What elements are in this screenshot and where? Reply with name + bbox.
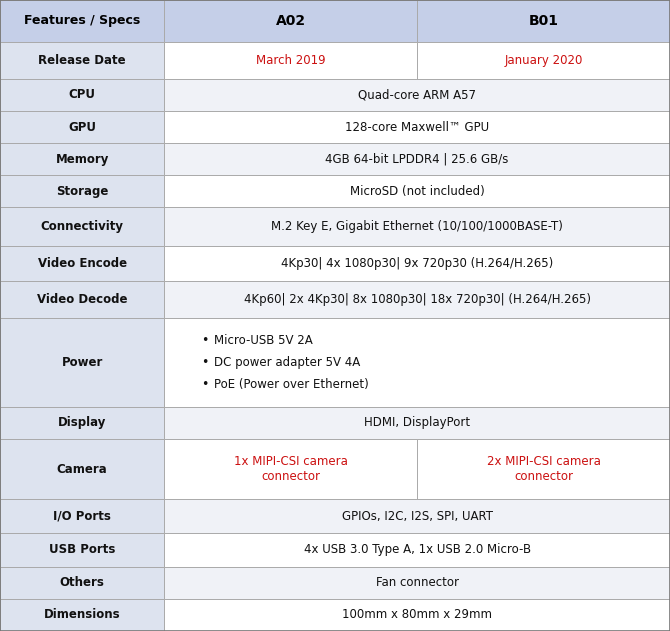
Bar <box>0 143 164 175</box>
Text: GPU: GPU <box>68 121 96 134</box>
Bar <box>164 42 417 79</box>
Text: Quad-core ARM A57: Quad-core ARM A57 <box>358 88 476 102</box>
Text: 1x MIPI-CSI camera
connector: 1x MIPI-CSI camera connector <box>234 455 348 483</box>
Text: 4GB 64-bit LPDDR4 | 25.6 GB/s: 4GB 64-bit LPDDR4 | 25.6 GB/s <box>326 153 509 166</box>
Text: January 2020: January 2020 <box>505 54 583 67</box>
Text: Storage: Storage <box>56 185 109 198</box>
Bar <box>0 0 164 42</box>
Text: M.2 Key E, Gigabit Ethernet (10/100/1000BASE-T): M.2 Key E, Gigabit Ethernet (10/100/1000… <box>271 220 563 233</box>
Bar <box>0 42 164 79</box>
Text: DC power adapter 5V 4A: DC power adapter 5V 4A <box>214 356 360 369</box>
Text: 4Kp30| 4x 1080p30| 9x 720p30 (H.264/H.265): 4Kp30| 4x 1080p30| 9x 720p30 (H.264/H.26… <box>281 257 553 270</box>
Bar <box>0 407 164 439</box>
Text: Micro-USB 5V 2A: Micro-USB 5V 2A <box>214 334 313 347</box>
Bar <box>164 318 670 407</box>
Bar <box>0 281 164 318</box>
Bar <box>417 439 670 499</box>
Text: •: • <box>200 356 208 369</box>
Text: 128-core Maxwell™ GPU: 128-core Maxwell™ GPU <box>345 121 489 134</box>
Text: March 2019: March 2019 <box>256 54 326 67</box>
Bar <box>164 533 670 567</box>
Bar <box>0 567 164 599</box>
Text: Video Encode: Video Encode <box>38 257 127 270</box>
Text: •: • <box>200 378 208 391</box>
Bar <box>164 439 417 499</box>
Text: Video Decode: Video Decode <box>37 293 127 306</box>
Bar <box>0 439 164 499</box>
Bar <box>0 246 164 281</box>
Text: Display: Display <box>58 416 107 429</box>
Bar <box>0 318 164 407</box>
Text: A02: A02 <box>275 14 306 28</box>
Bar <box>164 281 670 318</box>
Bar <box>0 599 164 631</box>
Text: Fan connector: Fan connector <box>376 576 458 589</box>
Bar <box>164 0 417 42</box>
Text: Dimensions: Dimensions <box>44 608 121 622</box>
Bar <box>417 0 670 42</box>
Text: USB Ports: USB Ports <box>49 543 115 557</box>
Text: Memory: Memory <box>56 153 109 166</box>
Text: I/O Ports: I/O Ports <box>53 510 111 522</box>
Text: 4Kp60| 2x 4Kp30| 8x 1080p30| 18x 720p30| (H.264/H.265): 4Kp60| 2x 4Kp30| 8x 1080p30| 18x 720p30|… <box>244 293 590 306</box>
Bar <box>164 407 670 439</box>
Text: HDMI, DisplayPort: HDMI, DisplayPort <box>364 416 470 429</box>
Bar <box>164 246 670 281</box>
Bar <box>164 567 670 599</box>
Bar <box>164 208 670 246</box>
Bar <box>0 175 164 208</box>
Text: 4x USB 3.0 Type A, 1x USB 2.0 Micro-B: 4x USB 3.0 Type A, 1x USB 2.0 Micro-B <box>304 543 531 557</box>
Bar <box>164 143 670 175</box>
Bar <box>417 42 670 79</box>
Text: Features / Specs: Features / Specs <box>24 15 140 27</box>
Text: 100mm x 80mm x 29mm: 100mm x 80mm x 29mm <box>342 608 492 622</box>
Text: Camera: Camera <box>57 463 107 476</box>
Text: MicroSD (not included): MicroSD (not included) <box>350 185 484 198</box>
Bar <box>164 79 670 111</box>
Bar <box>0 499 164 533</box>
Text: PoE (Power over Ethernet): PoE (Power over Ethernet) <box>214 378 369 391</box>
Text: Release Date: Release Date <box>38 54 126 67</box>
Bar <box>164 175 670 208</box>
Text: Connectivity: Connectivity <box>41 220 123 233</box>
Text: B01: B01 <box>529 14 559 28</box>
Bar <box>0 208 164 246</box>
Bar <box>164 111 670 143</box>
Text: 2x MIPI-CSI camera
connector: 2x MIPI-CSI camera connector <box>486 455 600 483</box>
Bar <box>0 533 164 567</box>
Bar <box>0 111 164 143</box>
Bar <box>164 599 670 631</box>
Text: GPIOs, I2C, I2S, SPI, UART: GPIOs, I2C, I2S, SPI, UART <box>342 510 492 522</box>
Text: CPU: CPU <box>68 88 96 102</box>
Bar <box>0 79 164 111</box>
Text: Others: Others <box>60 576 105 589</box>
Bar <box>164 499 670 533</box>
Text: •: • <box>200 334 208 347</box>
Text: Power: Power <box>62 356 103 369</box>
